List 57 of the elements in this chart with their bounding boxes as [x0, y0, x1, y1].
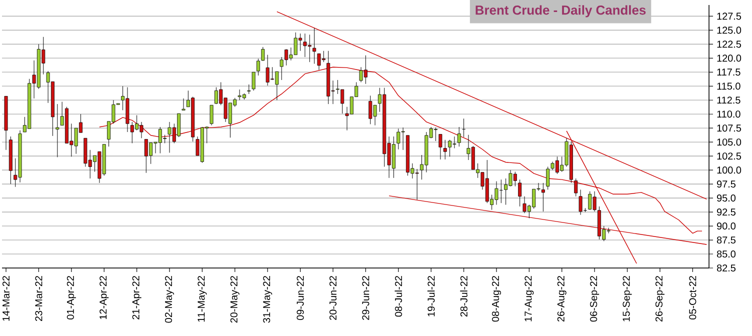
y-tick-label: 120.0 — [717, 54, 742, 62]
y-tick-label: 97.5 — [716, 180, 736, 188]
y-tick-label: 105.0 — [717, 138, 742, 146]
candlestick — [312, 28, 316, 64]
y-tick-label: 117.5 — [717, 68, 740, 76]
x-tick-label: 31-May-22 — [263, 276, 272, 323]
x-tick-label: 05-Oct-22 — [689, 276, 696, 320]
x-tick-label: 14-Mar-22 — [2, 276, 10, 321]
candlestick — [443, 140, 447, 160]
y-tick-label: 115.0 — [717, 82, 740, 90]
y-tick-label: 127.5 — [717, 12, 742, 20]
x-tick-label: 02-May-22 — [164, 276, 174, 323]
x-tick-label: 19-Jul-22 — [427, 276, 435, 316]
candlestick — [210, 104, 214, 126]
candlestick — [546, 166, 550, 190]
candlestick — [247, 84, 251, 94]
x-tick-label: 15-Sep-22 — [622, 276, 632, 322]
x-tick-label: 26-Aug-22 — [557, 276, 566, 322]
y-tick-label: 100.0 — [717, 166, 742, 174]
x-tick-label: 09-Jun-22 — [296, 276, 304, 320]
candlestick — [252, 72, 256, 91]
x-tick-label: 28-Jul-22 — [460, 276, 468, 317]
x-tick-label: 08-Aug-22 — [492, 276, 501, 322]
y-tick-label: 107.5 — [717, 124, 742, 132]
y-tick-label: 90.0 — [716, 222, 736, 230]
y-tick-label: 95.0 — [716, 194, 736, 202]
x-tick-label: 23-Mar-22 — [35, 276, 42, 321]
candlestick — [438, 134, 442, 160]
y-tick-label: 92.5 — [716, 208, 736, 216]
x-tick-label: 01-Apr-22 — [66, 276, 76, 320]
x-tick-label: 08-Jul-22 — [394, 276, 402, 317]
x-tick-label: 20-May-22 — [230, 276, 240, 323]
y-tick-label: 87.5 — [716, 236, 736, 244]
candlestick — [541, 182, 545, 212]
candlestick — [182, 98, 186, 110]
candlestick — [574, 178, 578, 197]
y-tick-label: 122.5 — [717, 40, 742, 48]
x-tick-label: 11-May-22 — [198, 276, 207, 322]
x-tick-label: 26-Sep-22 — [655, 276, 664, 322]
y-tick-label: 102.5 — [717, 152, 742, 160]
candlestick — [518, 179, 522, 207]
x-tick-label: 17-Aug-22 — [524, 276, 534, 322]
x-tick-label: 21-Apr-22 — [132, 276, 142, 320]
x-tick-label: 29-Jun-22 — [362, 276, 370, 320]
x-tick-label: 06-Sep-22 — [590, 276, 600, 322]
x-tick-label: 20-Jun-22 — [329, 276, 337, 320]
candlestick — [256, 58, 260, 76]
y-tick-label: 125.0 — [717, 26, 742, 34]
x-tick-label: 12-Apr-22 — [100, 276, 109, 320]
candlestick — [261, 46, 265, 62]
y-tick-label: 112.5 — [717, 96, 740, 104]
candlestick — [56, 104, 60, 158]
y-tick-label: 85.0 — [716, 250, 736, 258]
candlestick — [457, 126, 461, 147]
y-tick-label: 82.5 — [716, 264, 736, 272]
y-tick-label: 110.0 — [717, 110, 740, 118]
chart-title: Brent Crude - Daily Candles — [476, 5, 646, 18]
